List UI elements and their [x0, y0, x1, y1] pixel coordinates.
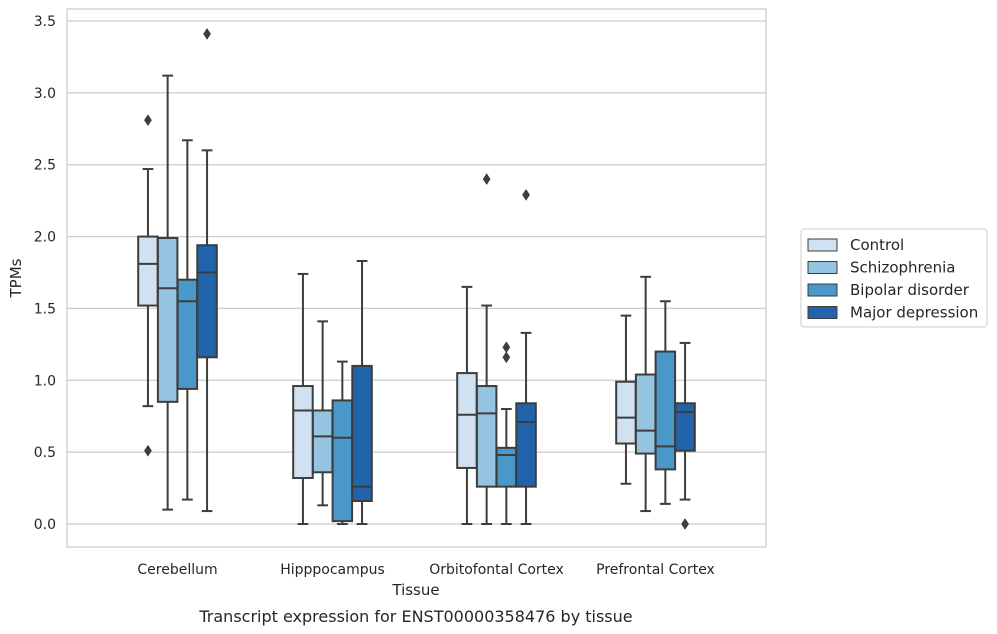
legend-label: Bipolar disorder: [850, 281, 970, 299]
outlier-point: [502, 341, 511, 354]
legend: Control Schizophrenia Bipolar disorder Majo…: [800, 228, 988, 328]
box-series: [137, 27, 696, 530]
y-tick-label: 2.0: [34, 230, 56, 246]
box-iqr: [311, 409, 334, 474]
outlier-point: [522, 188, 530, 201]
box-iqr: [475, 385, 498, 488]
box-iqr: [156, 237, 179, 403]
y-tick-label: 0.5: [34, 445, 56, 461]
box-iqr: [615, 380, 637, 445]
legend-label: Major depression: [850, 304, 978, 322]
legend-swatch: [807, 306, 838, 319]
box: [515, 188, 537, 525]
x-tick-label: Orbitofontal Cortex: [429, 562, 564, 578]
box-iqr: [176, 278, 199, 390]
box-iqr: [515, 402, 537, 488]
outlier-point: [482, 173, 491, 186]
box-iqr: [456, 372, 478, 469]
box: [456, 285, 478, 525]
box: [137, 114, 159, 457]
outlier-point: [203, 27, 211, 40]
legend-label: Control: [850, 236, 904, 254]
box: [634, 275, 657, 513]
y-tick-label: 2.5: [34, 158, 56, 174]
box: [311, 320, 334, 507]
outlier-point: [144, 444, 152, 457]
legend-swatch: [807, 283, 838, 297]
legend-frame: [800, 228, 988, 328]
series-schizophrenia: [156, 74, 657, 525]
box: [292, 272, 314, 525]
legend-label: Schizophrenia: [850, 259, 955, 277]
series-control: [137, 114, 637, 525]
box-iqr: [654, 350, 677, 471]
box: [615, 314, 637, 485]
box: [176, 139, 199, 501]
y-tick-labels: 0.0 0.5 1.0 1.5 2.0 2.5 3.0 3.5: [34, 14, 56, 533]
y-tick-label: 1.0: [34, 373, 56, 389]
x-axis-title: Tissue: [391, 581, 439, 599]
box-iqr: [634, 373, 657, 455]
series-major-depression: [196, 27, 696, 530]
box: [351, 260, 373, 525]
box: [475, 173, 498, 525]
x-tick-labels: Cerebellum Hipppocampus Orbitofontal Corte…: [137, 562, 714, 578]
box-iqr: [137, 235, 159, 307]
box-iqr: [331, 399, 354, 523]
box-iqr: [196, 244, 218, 359]
x-tick-label: Prefrontal Cortex: [596, 562, 715, 578]
box-iqr: [674, 402, 696, 452]
y-tick-label: 3.5: [34, 14, 56, 30]
y-axis-title: TPMs: [7, 258, 25, 298]
plot-frame: [66, 8, 767, 548]
series-bipolar-disorder: [176, 139, 677, 525]
box-iqr: [292, 385, 314, 480]
outlier-point: [502, 351, 511, 364]
box-iqr: [495, 446, 518, 488]
box: [196, 27, 218, 513]
box: [654, 300, 677, 505]
box: [331, 360, 354, 525]
y-tick-label: 1.5: [34, 301, 56, 317]
chart-caption: Transcript expression for ENST0000035847…: [198, 607, 632, 626]
y-tick-label: 0.0: [34, 517, 56, 533]
box: [674, 341, 696, 530]
outlier-point: [144, 114, 152, 127]
x-tick-label: Cerebellum: [137, 562, 217, 578]
box: [495, 341, 518, 525]
box: [156, 74, 179, 511]
y-tick-label: 3.0: [34, 86, 56, 102]
box-iqr: [351, 364, 373, 503]
legend-swatch: [807, 238, 838, 252]
outlier-point: [681, 518, 689, 530]
x-tick-label: Hipppocampus: [280, 562, 385, 578]
legend-swatch: [807, 261, 838, 274]
